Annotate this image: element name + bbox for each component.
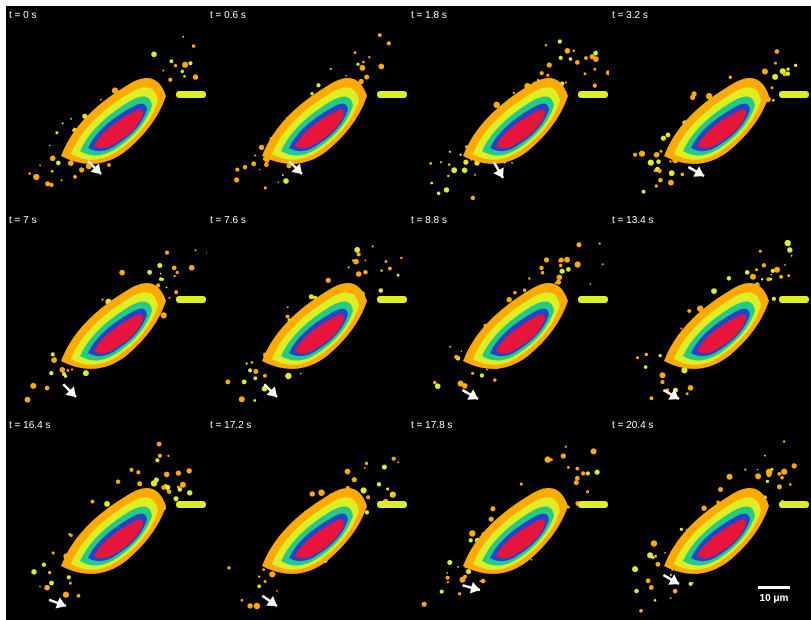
cell-image — [234, 33, 407, 190]
panel-t1: t = 0.6 s — [207, 6, 408, 210]
panel-t10: t = 17.8 s — [408, 416, 609, 620]
arrow-icon — [48, 597, 67, 609]
panel-t2: t = 1.8 s — [408, 6, 609, 210]
cell-layer-4 — [496, 314, 545, 354]
time-label: t = 8.8 s — [411, 215, 447, 226]
panel-t4: t = 7 s — [6, 211, 207, 415]
cell-layer-4 — [94, 109, 143, 149]
arrow-icon — [662, 573, 680, 586]
panel-t7: t = 13.4 s — [609, 211, 810, 415]
panel-t0: t = 0 s — [6, 6, 207, 210]
time-label: t = 0 s — [9, 10, 37, 21]
arrow-icon — [263, 383, 278, 398]
cell-layer-4 — [496, 519, 545, 559]
arrow-icon — [687, 165, 705, 178]
time-label: t = 16.4 s — [9, 420, 51, 431]
cell-image — [225, 245, 407, 403]
cell-layer-4 — [697, 519, 746, 559]
cell-layer-4 — [496, 109, 545, 149]
panel-t6: t = 8.8 s — [408, 211, 609, 415]
cell-layer-4 — [94, 314, 143, 354]
time-label: t = 7.6 s — [210, 215, 246, 226]
time-label: t = 13.4 s — [612, 215, 654, 226]
time-label: t = 0.6 s — [210, 10, 246, 21]
panel-t8: t = 16.4 s — [6, 416, 207, 620]
cell-image — [28, 35, 206, 187]
time-label: t = 3.2 s — [612, 10, 648, 21]
arrow-icon — [62, 383, 77, 398]
arrow-icon — [87, 160, 102, 175]
arrow-icon — [492, 161, 505, 179]
cell-image — [433, 242, 608, 401]
cell-layer-4 — [94, 519, 143, 559]
arrow-icon — [461, 388, 479, 401]
cell-layer-4 — [697, 314, 746, 354]
scale-bar-label: 10 μm — [759, 593, 789, 604]
time-label: t = 7 s — [9, 215, 37, 226]
cell-image — [633, 49, 809, 194]
time-label: t = 1.8 s — [411, 10, 447, 21]
cell-image — [429, 39, 609, 201]
arrow-icon — [288, 160, 303, 175]
time-label: t = 17.8 s — [411, 420, 453, 431]
cell-image — [632, 440, 809, 613]
cell-layer-4 — [295, 109, 344, 149]
scale-bar: 10 μm — [752, 586, 796, 604]
panel-t11: t = 20.4 s 10 μm — [609, 416, 810, 620]
panel-t5: t = 7.6 s — [207, 211, 408, 415]
cell-image — [24, 249, 207, 403]
scale-bar-line — [758, 586, 790, 589]
arrow-icon — [462, 581, 481, 594]
cell-image — [31, 441, 206, 609]
cell-image — [636, 239, 809, 401]
cell-layer-4 — [697, 109, 746, 149]
time-label: t = 17.2 s — [210, 420, 252, 431]
panel-t3: t = 3.2 s — [609, 6, 810, 210]
panel-t9: t = 17.2 s — [207, 416, 408, 620]
time-label: t = 20.4 s — [612, 420, 654, 431]
cell-layer-4 — [295, 314, 344, 354]
cell-image — [227, 456, 407, 610]
arrow-icon — [662, 388, 680, 401]
time-lapse-figure: t = 0 s t = 0.6 s t = 1.8 s t = 3.2 s t … — [6, 6, 811, 620]
arrow-icon — [261, 594, 278, 608]
cell-layer-4 — [295, 519, 344, 559]
cell-image — [421, 445, 608, 607]
